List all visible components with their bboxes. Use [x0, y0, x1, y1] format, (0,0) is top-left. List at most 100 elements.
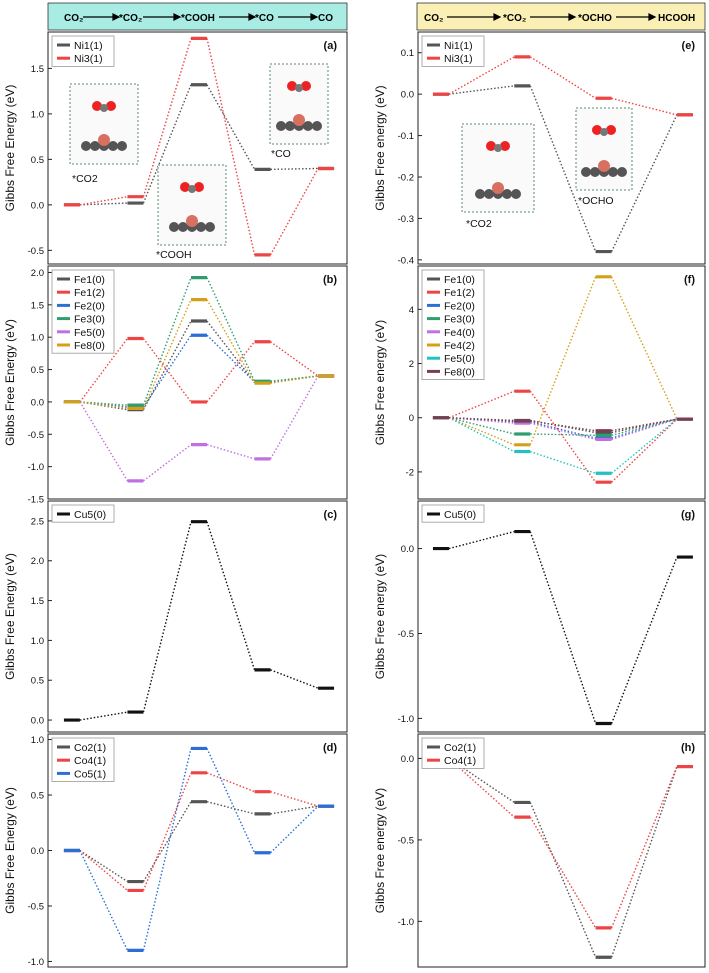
y-tick-label: -0.1 — [398, 131, 414, 142]
y-tick-label: -1.5 — [28, 495, 44, 506]
y-tick-label: -0.4 — [398, 255, 414, 266]
y-tick-label: 0.5 — [31, 365, 44, 376]
panel-label: (c) — [324, 509, 338, 521]
series-Fe5(0) — [63, 374, 335, 483]
connector-line — [270, 669, 319, 689]
header-right: CO₂ *CO₂ *OCHO HCOOH — [416, 2, 706, 31]
y-axis-label: Gibbs Free Energy (eV) — [3, 787, 17, 914]
connector-line — [448, 417, 515, 422]
oxygen-atom — [592, 125, 602, 135]
connector-line — [448, 757, 515, 804]
y-axis-label: Gibbs Free energy (eV) — [373, 554, 387, 679]
connector-line — [529, 56, 596, 99]
plot-frame — [417, 733, 706, 968]
connector-line — [530, 421, 596, 439]
series-Fe8(0) — [63, 298, 335, 410]
connector-line — [529, 802, 597, 958]
connector-line — [448, 390, 515, 419]
connector-line — [611, 418, 678, 432]
y-tick-label: 1.0 — [31, 636, 44, 647]
legend-entry: Fe2(0) — [74, 300, 105, 312]
connector-line — [611, 97, 678, 116]
connector-line — [206, 334, 256, 383]
connector-line — [142, 320, 192, 411]
carbon-atom — [475, 189, 485, 199]
structure-label: *CO2 — [72, 173, 98, 185]
structure-frame — [575, 107, 633, 191]
y-tick-label: -2 — [406, 467, 414, 478]
connector-line — [448, 417, 515, 435]
y-tick-label: -1.0 — [398, 714, 414, 725]
connector-line — [529, 531, 597, 724]
header-left: CO₂ *CO₂ *COOH *CO CO — [47, 2, 348, 31]
connector-line — [611, 418, 678, 434]
metal-atom — [598, 160, 610, 172]
connector-line — [206, 84, 256, 170]
legend: Co2(1)Co4(1) — [421, 737, 485, 769]
panel-label: (g) — [681, 509, 695, 521]
y-axis-label: Gibbs Free Energy (eV) — [3, 553, 17, 680]
connector-line — [529, 816, 597, 929]
structure-label: *OCHO — [578, 195, 614, 207]
carbon-atom — [285, 121, 295, 131]
y-axis-label: Gibbs Free Energy (eV) — [3, 319, 17, 446]
metal-atom — [293, 114, 305, 126]
y-tick-label: 0.1 — [401, 48, 414, 59]
connector-line — [206, 521, 256, 671]
legend-entry: Fe2(0) — [444, 300, 475, 312]
plot-frame — [417, 31, 706, 265]
connector-line — [270, 805, 319, 815]
connector-line — [270, 375, 319, 382]
series-Co5(1) — [63, 746, 335, 952]
connector-line — [530, 450, 596, 474]
molecule-structure-image — [461, 123, 535, 213]
panel-b: -1.5 -1.0 -0.5 0.0 0.5 1.0 1.5 2.0 Gibbs Free En… — [3, 265, 348, 506]
legend-entry: Ni3(1) — [444, 53, 473, 65]
y-axis-label: Gibbs Free energy (eV) — [373, 788, 387, 913]
connector-line — [206, 443, 255, 460]
connector-line — [529, 390, 597, 483]
connector-line — [270, 375, 319, 384]
connector-line — [79, 850, 129, 951]
connector-line — [206, 341, 256, 403]
connector-line — [79, 202, 128, 206]
header-left-step: *CO₂ — [119, 13, 142, 24]
connector-line — [142, 38, 192, 197]
connector-line — [448, 530, 515, 550]
legend-box — [51, 504, 115, 523]
series-Cu5(0) — [63, 520, 335, 722]
legend-entry: Fe8(0) — [444, 366, 475, 378]
connector-line — [79, 849, 128, 883]
carbon-atom — [81, 141, 91, 151]
connector-line — [610, 766, 678, 929]
connector-line — [530, 422, 596, 441]
connector-line — [79, 195, 128, 206]
header-left-step: CO₂ — [64, 13, 83, 24]
connector-line — [143, 444, 192, 482]
legend: Co2(1)Co4(1)Co5(1) — [51, 737, 115, 782]
carbon-atom — [205, 222, 215, 232]
connector-line — [206, 277, 256, 382]
header-left-step: *CO — [255, 13, 274, 24]
connector-line — [530, 433, 596, 437]
connector-line — [270, 341, 319, 377]
y-tick-label: 1.5 — [31, 300, 44, 311]
connector-line — [206, 320, 256, 383]
connector-line — [611, 418, 678, 483]
carbon-atom — [590, 167, 600, 177]
carbon-atom — [100, 104, 108, 112]
molecule-structure-image — [269, 63, 329, 145]
structure-label: *CO — [271, 148, 291, 160]
carbon-atom — [600, 128, 608, 136]
legend: Ni1(1)Ni3(1) — [51, 35, 115, 67]
y-tick-label: 2.5 — [31, 516, 44, 527]
legend-entry: Ni1(1) — [444, 40, 473, 52]
legend: Cu5(0) — [51, 504, 115, 523]
y-tick-label: 0.5 — [31, 676, 44, 687]
connector-line — [79, 401, 129, 482]
series-Fe8(0) — [432, 416, 693, 433]
structure-label: *COOH — [156, 249, 192, 261]
legend-entry: Cu5(0) — [444, 509, 476, 521]
legend-box — [421, 269, 485, 380]
y-tick-label: -1.0 — [398, 917, 414, 928]
